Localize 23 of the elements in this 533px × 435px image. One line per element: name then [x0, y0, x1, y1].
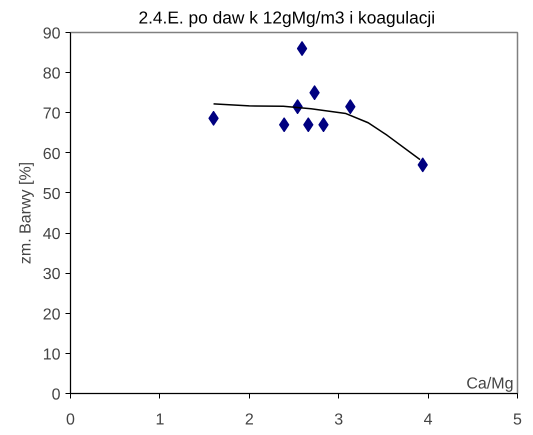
x-tick-label: 3	[334, 412, 344, 428]
y-tick-label: 80	[42, 66, 61, 83]
x-tick-label: 2	[244, 412, 254, 428]
x-tick-label: 0	[66, 412, 76, 428]
y-tick-label: 60	[42, 146, 61, 163]
point	[296, 41, 308, 56]
x-tick-label: 5	[513, 412, 522, 428]
y-tick-label: 10	[42, 346, 61, 364]
x-axis-title: Ca/Mg	[466, 376, 514, 392]
point	[208, 110, 219, 126]
point	[309, 85, 320, 100]
y-tick-label: 30	[42, 266, 61, 284]
x-tick-label: 4	[424, 412, 433, 428]
y-tick-label: 50	[42, 186, 61, 203]
point	[318, 117, 329, 132]
y-tick-label: 90	[42, 26, 61, 42]
y-axis-title: zm. Barwy [%]	[18, 162, 35, 264]
y-tick-label: 0	[52, 386, 61, 404]
chart-title: 2.4.E. po daw k 12gMg/m3 i koagulacji	[138, 8, 436, 28]
y-tick-label: 20	[42, 306, 61, 324]
y-tick-label: 70	[42, 106, 61, 123]
x-tick-label: 1	[155, 412, 164, 428]
y-tick-label: 40	[42, 226, 61, 244]
